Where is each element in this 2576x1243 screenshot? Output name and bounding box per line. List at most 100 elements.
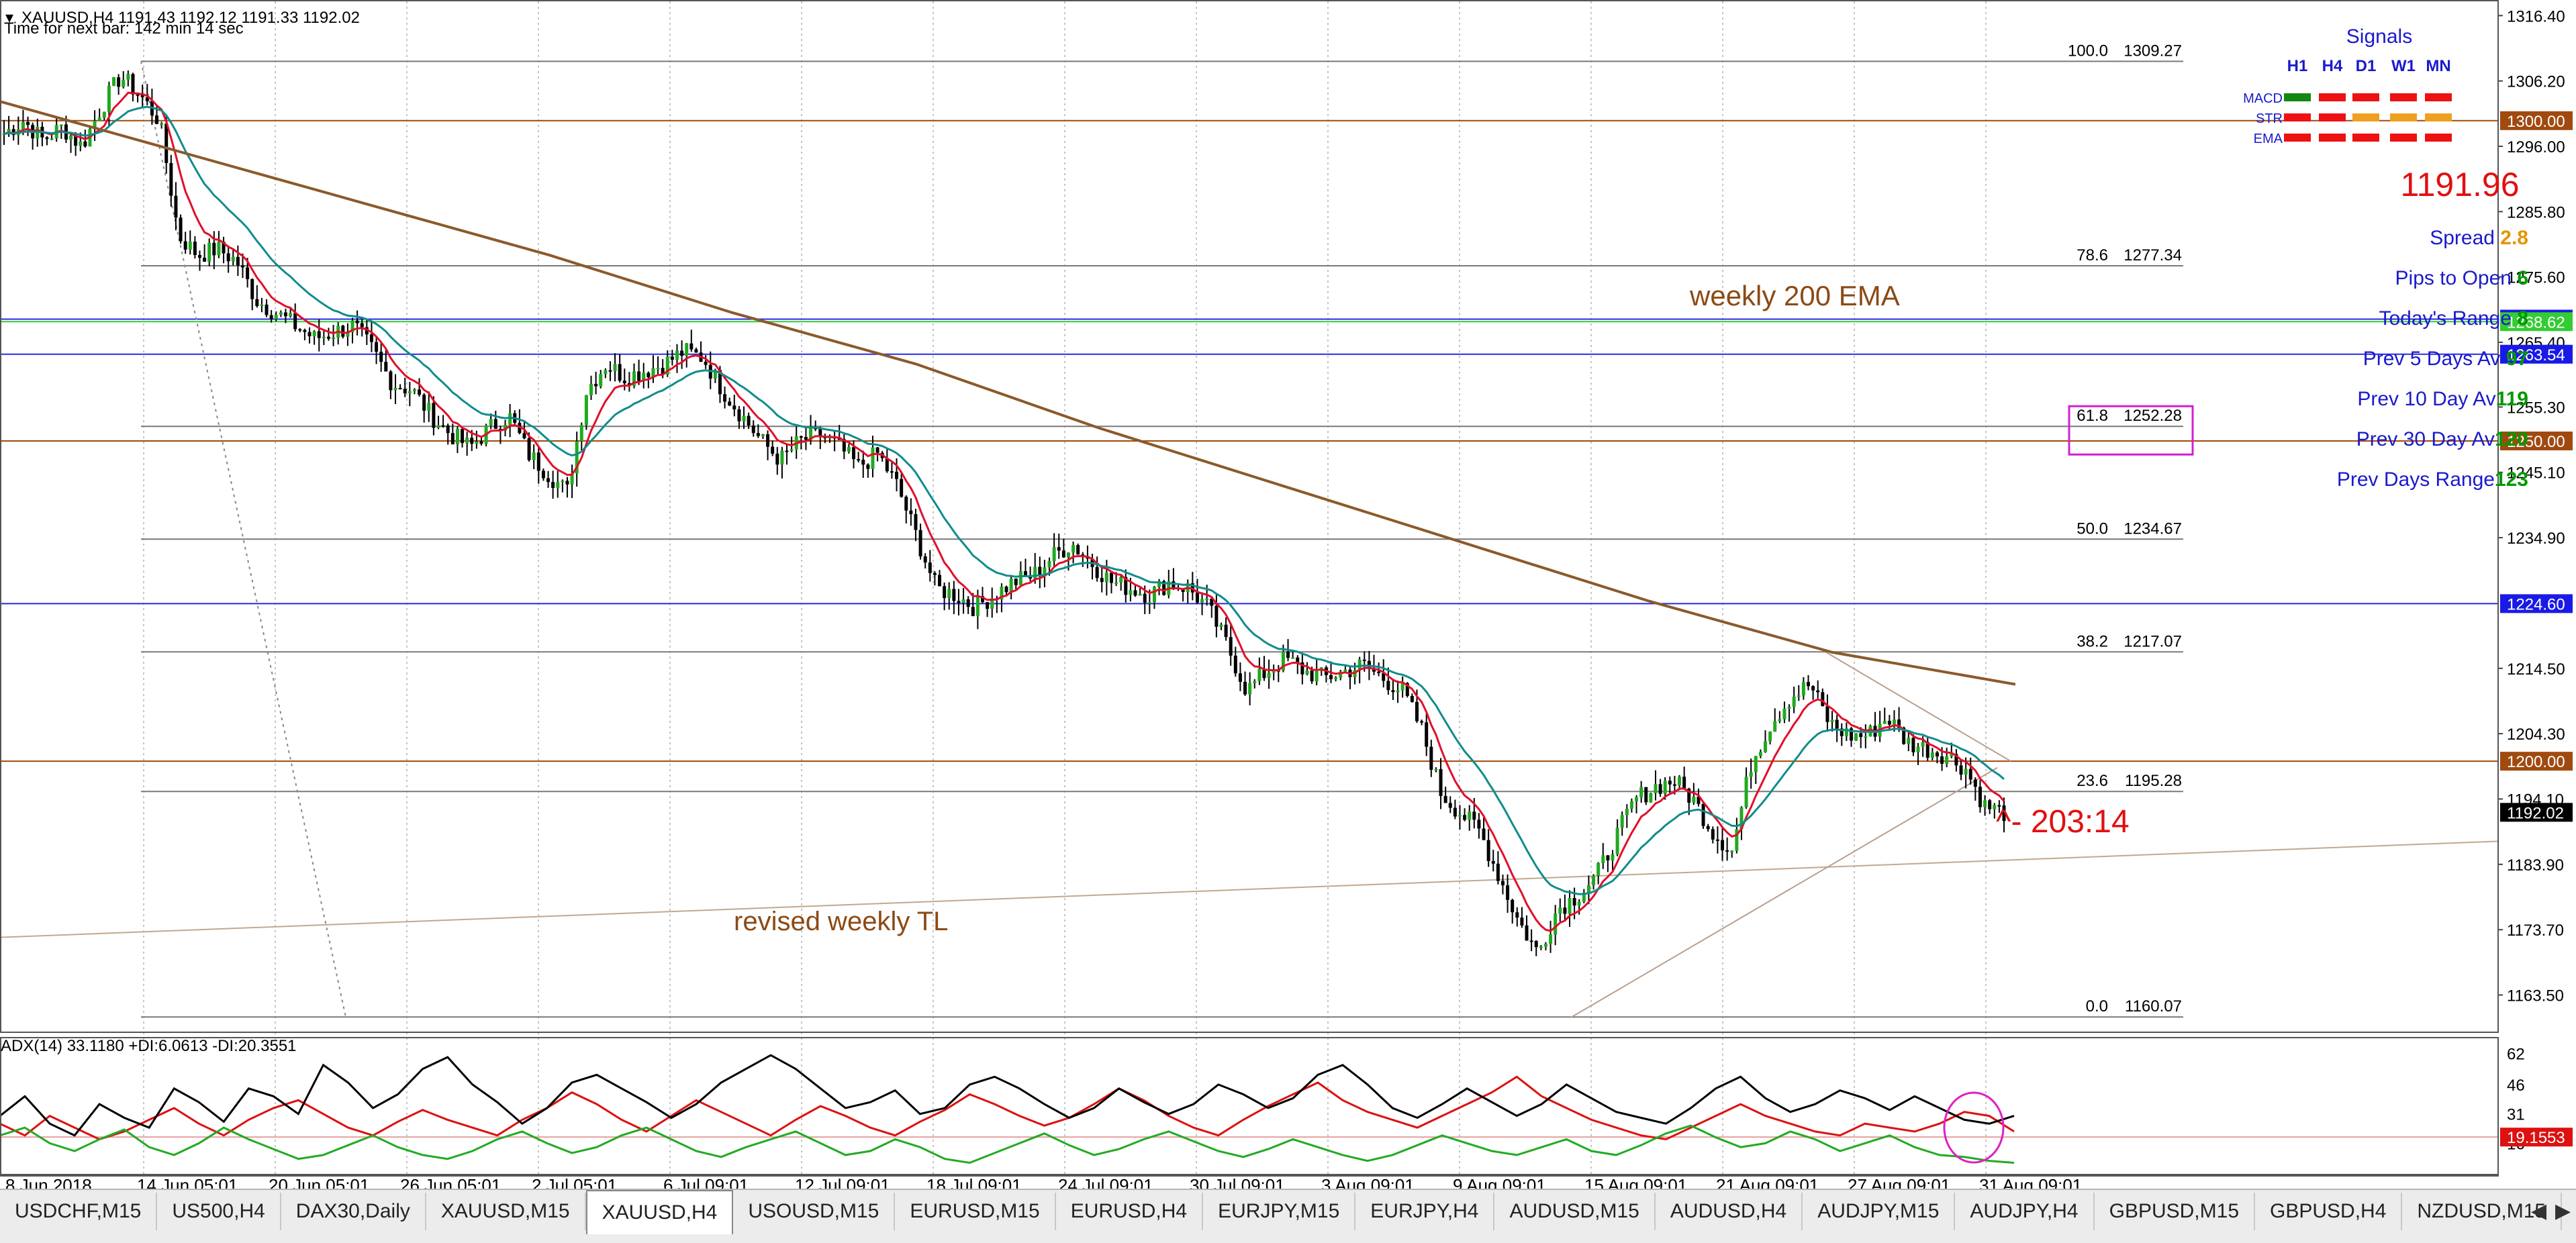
time-tick-label: 24 Jul 09:01 [1058, 1175, 1153, 1189]
chart-tab[interactable]: XAUUSD,M15 [426, 1193, 586, 1230]
candle-bear [1534, 940, 1538, 948]
candle-bull [59, 124, 63, 126]
collapse-arrow-icon[interactable]: ▾ [5, 9, 13, 27]
chart-tab[interactable]: EURUSD,H4 [1056, 1193, 1204, 1230]
chart-tab[interactable]: USOUSD,M15 [733, 1193, 896, 1230]
candle-bear [1973, 779, 1977, 787]
candle-bear [203, 258, 207, 262]
candle-bull [1052, 547, 1056, 562]
candle-bear [875, 447, 879, 453]
candle-bear [493, 419, 497, 429]
chart-tab[interactable]: AUDJPY,M15 [1803, 1193, 1956, 1230]
signal-indicator [2390, 113, 2417, 121]
chart-tab[interactable]: XAUUSD,H4 [585, 1190, 734, 1234]
price-tick-label: 1163.50 [2507, 987, 2564, 1005]
candle-bear [637, 371, 641, 381]
moving-averages [0, 91, 2016, 932]
candle-bull [1147, 602, 1151, 604]
chart-tab[interactable]: AUDUSD,M15 [1494, 1193, 1656, 1230]
candle-bull [1844, 728, 1848, 736]
signal-stat: Prev 30 Day Av120 [2356, 428, 2528, 450]
candle-bear [1711, 829, 1715, 840]
price-badge-label: 1268.62 [2507, 313, 2565, 332]
candle-bear [1238, 673, 1242, 682]
candle-bull [1744, 777, 1748, 807]
candle-bull [556, 482, 560, 489]
signal-indicator [2390, 93, 2417, 101]
candle-bull [599, 374, 603, 387]
candle-bull [126, 74, 130, 80]
grid [143, 1, 1987, 1175]
candle-bull [589, 383, 593, 395]
candle-bear [732, 405, 736, 409]
candle-bear [1210, 598, 1214, 606]
candle-bear [1382, 673, 1386, 681]
adx-tick-label: 62 [2507, 1045, 2525, 1063]
candle-bear [1061, 550, 1065, 558]
chart-tab[interactable]: EURJPY,M15 [1203, 1193, 1356, 1230]
time-tick-label: 27 Aug 09:01 [1848, 1175, 1950, 1189]
price-tick-label: 1173.70 [2507, 922, 2564, 940]
candle-bear [1935, 752, 1939, 757]
candle-bull [1009, 579, 1013, 593]
candle-bear [226, 253, 230, 262]
candle-bull [1334, 677, 1338, 679]
candle-bear [1076, 544, 1080, 555]
chart-tab[interactable]: GBPUSD,M15 [2095, 1193, 2255, 1230]
chart-tab[interactable]: GBPUSD,H4 [2255, 1193, 2403, 1230]
chart-tab[interactable]: EURJPY,H4 [1355, 1193, 1495, 1230]
chart-tab[interactable]: AUDJPY,H4 [1955, 1193, 2095, 1230]
candle-bear [704, 361, 708, 365]
candle-bull [713, 370, 717, 379]
candle-bear [957, 601, 961, 603]
candle-bull [475, 441, 479, 444]
candle-bear [432, 403, 436, 428]
candle-bear [804, 437, 808, 440]
candle-bear [1329, 675, 1333, 679]
candle-bear [923, 556, 927, 563]
candle-bull [675, 350, 679, 360]
candle-bear [369, 334, 373, 342]
candle-bull [1778, 719, 1782, 722]
chart-tab[interactable]: DAX30,Daily [281, 1193, 426, 1230]
candle-bear [1367, 660, 1371, 669]
candle-bull [1739, 807, 1744, 830]
tabs-scroll-right-icon[interactable]: ▶ [2555, 1200, 2571, 1222]
tabs-scroll-left-icon[interactable]: ◀ [2531, 1200, 2547, 1222]
chart-tab[interactable]: USDCHF,M15 [0, 1193, 158, 1230]
candle-bear [74, 136, 78, 146]
candle-bull [1797, 695, 1801, 697]
candle-bull [1400, 683, 1404, 691]
candle-bear [1529, 940, 1533, 942]
candle-bear [1410, 696, 1414, 702]
chart-tab[interactable]: AUDUSD,H4 [1656, 1193, 1803, 1230]
candle-bear [818, 428, 822, 437]
chart-tab[interactable]: EURUSD,M15 [895, 1193, 1056, 1230]
adx-plot-frame [0, 1037, 2499, 1175]
candle-bull [1635, 797, 1639, 801]
signal-indicator [2284, 113, 2311, 121]
chart-tab[interactable]: US500,H4 [157, 1193, 281, 1230]
chart-background [0, 0, 2576, 1189]
candle-bear [1124, 577, 1128, 595]
time-tick-label: 6 Jul 09:01 [663, 1175, 749, 1189]
candle-bear [183, 241, 187, 250]
price-badge [2500, 111, 2573, 130]
candle-bear [446, 425, 450, 434]
price-tick-label: 1214.50 [2507, 660, 2565, 679]
candle-bull [780, 450, 784, 465]
candle-bull [79, 141, 83, 146]
candle-bear [1515, 912, 1519, 918]
candle-bear [966, 599, 970, 607]
price-chart[interactable]: 100.0 1309.27 78.6 1277.34 61.8 1252.28 50.0 12… [0, 0, 2576, 1195]
chart-tab[interactable]: NZDUSD,M15 [2402, 1193, 2563, 1230]
candle-bull [1916, 746, 1920, 752]
candle-bull [69, 136, 73, 140]
candle-bull [1568, 897, 1572, 914]
candle-bear [1377, 671, 1381, 673]
candle-bull [1945, 756, 1949, 764]
candle-bull [1639, 787, 1643, 797]
candle-bull [1678, 777, 1682, 786]
price-badge-label: 1300.00 [2507, 113, 2565, 131]
candle-bull [809, 428, 813, 440]
